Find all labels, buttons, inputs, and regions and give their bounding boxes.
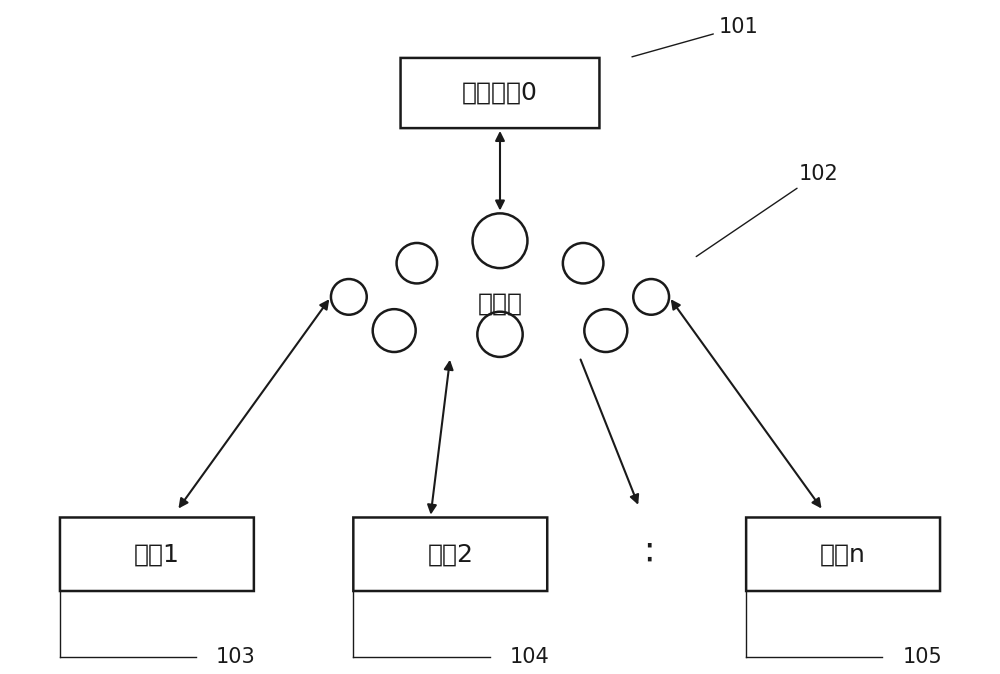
Text: 105: 105 [902, 646, 942, 667]
Ellipse shape [373, 309, 416, 352]
Text: 101: 101 [632, 17, 759, 57]
Ellipse shape [633, 279, 669, 315]
Text: 终煀1: 终煀1 [134, 543, 180, 566]
FancyBboxPatch shape [353, 518, 547, 591]
Text: 103: 103 [216, 646, 256, 667]
Ellipse shape [563, 243, 603, 284]
Text: 104: 104 [509, 646, 549, 667]
Text: 局域网: 局域网 [478, 292, 522, 315]
Ellipse shape [331, 279, 367, 315]
Text: 终煀2: 终煀2 [427, 543, 473, 566]
Ellipse shape [584, 309, 627, 352]
Text: 102: 102 [696, 164, 838, 257]
Ellipse shape [477, 311, 523, 357]
Ellipse shape [473, 214, 527, 268]
Text: 主控终灃0: 主控终灃0 [462, 81, 538, 105]
Ellipse shape [397, 243, 437, 284]
FancyBboxPatch shape [60, 518, 254, 591]
FancyBboxPatch shape [401, 58, 599, 128]
FancyBboxPatch shape [746, 518, 940, 591]
Text: ∶: ∶ [644, 537, 654, 572]
Text: 终煀n: 终煀n [820, 543, 866, 566]
